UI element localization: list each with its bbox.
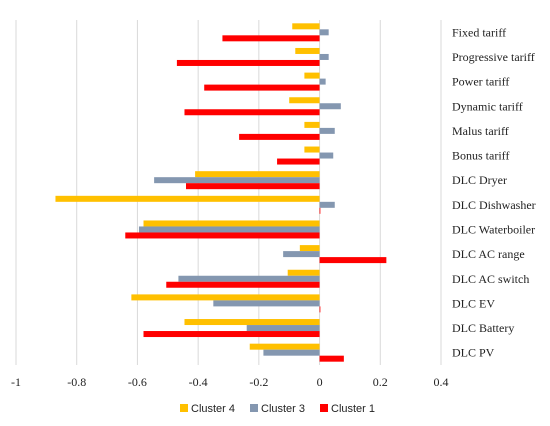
bar-cluster-1: [176, 59, 320, 66]
category-label: DLC Dishwasher: [452, 198, 536, 212]
gridlines: [15, 20, 442, 365]
bar-cluster-4: [249, 343, 320, 350]
bar-cluster-3: [319, 201, 335, 208]
bar-cluster-3: [263, 349, 320, 356]
x-tick-label: -0.8: [67, 375, 86, 389]
category-label: DLC AC switch: [452, 272, 529, 286]
category-label: DLC Dryer: [452, 173, 507, 187]
category-label: DLC Waterboiler: [452, 222, 535, 236]
x-tick-label: -0.4: [189, 375, 208, 389]
category-label: Dynamic tariff: [452, 99, 523, 113]
category-label: Power tariff: [452, 75, 509, 89]
bar-cluster-1: [239, 133, 320, 140]
legend-swatch: [250, 404, 258, 412]
x-axis: -1 -0.8 -0.6 -0.4 -0.2 0 0.2 0.4: [11, 375, 449, 389]
x-tick-label: 0: [317, 375, 323, 389]
bar-cluster-1: [319, 257, 387, 264]
bar-cluster-1: [125, 232, 320, 239]
bar-cluster-4: [184, 319, 320, 326]
bar-cluster-4: [289, 97, 320, 104]
legend-swatch: [320, 404, 328, 412]
bar-cluster-3: [319, 78, 326, 85]
bar-cluster-3: [319, 103, 341, 110]
category-label: DLC PV: [452, 346, 495, 360]
bar-cluster-3: [178, 275, 320, 282]
x-tick-label: -0.2: [249, 375, 268, 389]
bar-cluster-4: [131, 294, 320, 301]
bar-cluster-3: [213, 300, 320, 307]
legend-label: Cluster 3: [261, 403, 305, 415]
category-label: DLC AC range: [452, 247, 525, 261]
category-label: DLC Battery: [452, 321, 514, 335]
bar-cluster-1: [204, 84, 320, 91]
bar-cluster-3: [154, 177, 320, 184]
legend-label: Cluster 4: [191, 403, 235, 415]
bar-cluster-1: [319, 355, 344, 362]
legend-swatch: [180, 404, 188, 412]
bar-cluster-4: [143, 220, 320, 227]
bar-cluster-4: [195, 171, 320, 178]
bar-cluster-3: [283, 251, 320, 258]
bar-cluster-4: [287, 269, 320, 276]
bar-cluster-4: [295, 47, 320, 54]
bar-cluster-4: [299, 245, 320, 252]
category-label: Progressive tariff: [452, 50, 535, 64]
bar-cluster-1: [277, 158, 320, 165]
bar-cluster-1: [166, 281, 320, 288]
bar-cluster-3: [319, 152, 334, 159]
bar-cluster-3: [319, 29, 329, 36]
bar-cluster-1: [319, 207, 321, 214]
bar-cluster-3: [138, 226, 320, 233]
bar-cluster-1: [222, 35, 320, 42]
x-tick-label: 0.2: [373, 375, 388, 389]
category-label: Bonus tariff: [452, 149, 509, 163]
bar-cluster-4: [304, 146, 320, 153]
bar-cluster-3: [319, 53, 329, 60]
legend-label: Cluster 1: [331, 403, 375, 415]
bars: [55, 23, 387, 362]
x-tick-label: 0.4: [434, 375, 449, 389]
bar-cluster-4: [304, 121, 320, 128]
bar-cluster-3: [319, 127, 335, 134]
x-tick-label: -0.6: [128, 375, 147, 389]
bar-cluster-3: [246, 325, 320, 332]
bar-cluster-4: [292, 23, 320, 30]
bar-cluster-1: [184, 109, 320, 116]
bar-cluster-1: [143, 331, 320, 338]
category-label: Fixed tariff: [452, 25, 506, 39]
bar-cluster-1: [186, 183, 320, 190]
x-tick-label: -1: [11, 375, 21, 389]
category-label: DLC EV: [452, 296, 495, 310]
bar-cluster-4: [304, 72, 320, 79]
bar-cluster-1: [319, 306, 321, 313]
category-labels: Fixed tariff Progressive tariff Power tari…: [452, 25, 536, 359]
category-label: Malus tariff: [452, 124, 509, 138]
bar-cluster-4: [55, 195, 320, 202]
legend: Cluster 4 Cluster 3 Cluster 1: [180, 403, 375, 415]
